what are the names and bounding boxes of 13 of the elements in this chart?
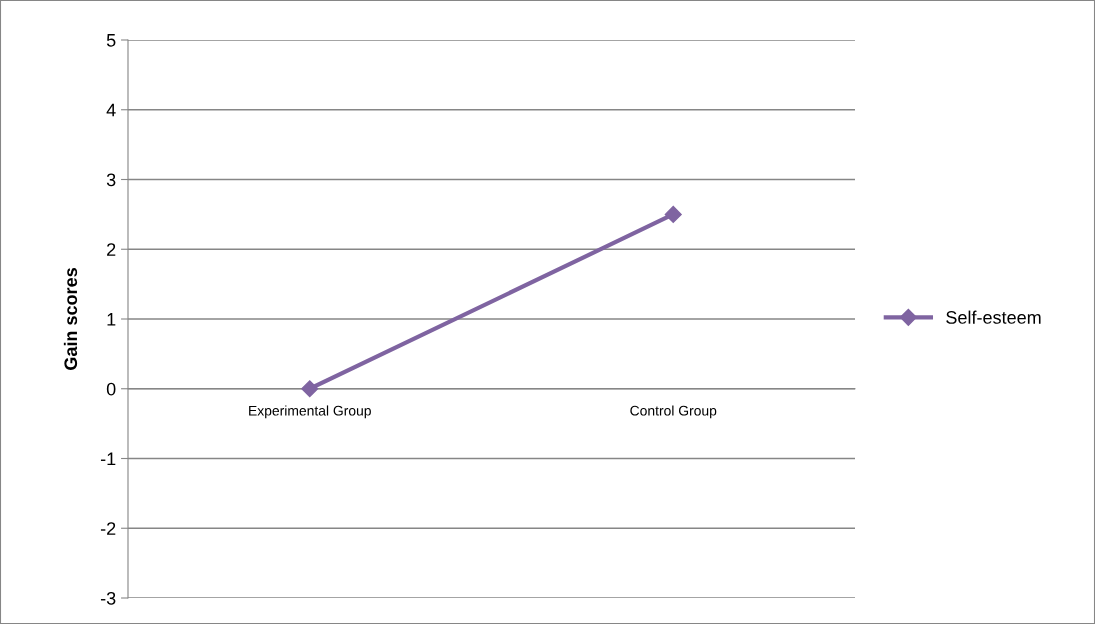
y-tick-label: 4 <box>106 103 116 117</box>
y-axis-title: Gain scores <box>63 268 78 370</box>
y-tick-label: 5 <box>106 34 116 47</box>
y-tick-label: -2 <box>100 522 116 535</box>
y-tick-label: 1 <box>107 313 116 326</box>
y-tick-label: -3 <box>100 591 116 605</box>
y-tick-label: 3 <box>106 173 116 187</box>
legend-label: Self-esteem <box>946 310 1041 324</box>
x-tick-label: Experimental Group <box>249 405 371 419</box>
y-tick-label: 0 <box>106 382 116 396</box>
x-tick-label: Control Group <box>630 405 717 419</box>
y-tick-label: 2 <box>107 243 116 256</box>
y-tick-label: -1 <box>100 452 116 466</box>
